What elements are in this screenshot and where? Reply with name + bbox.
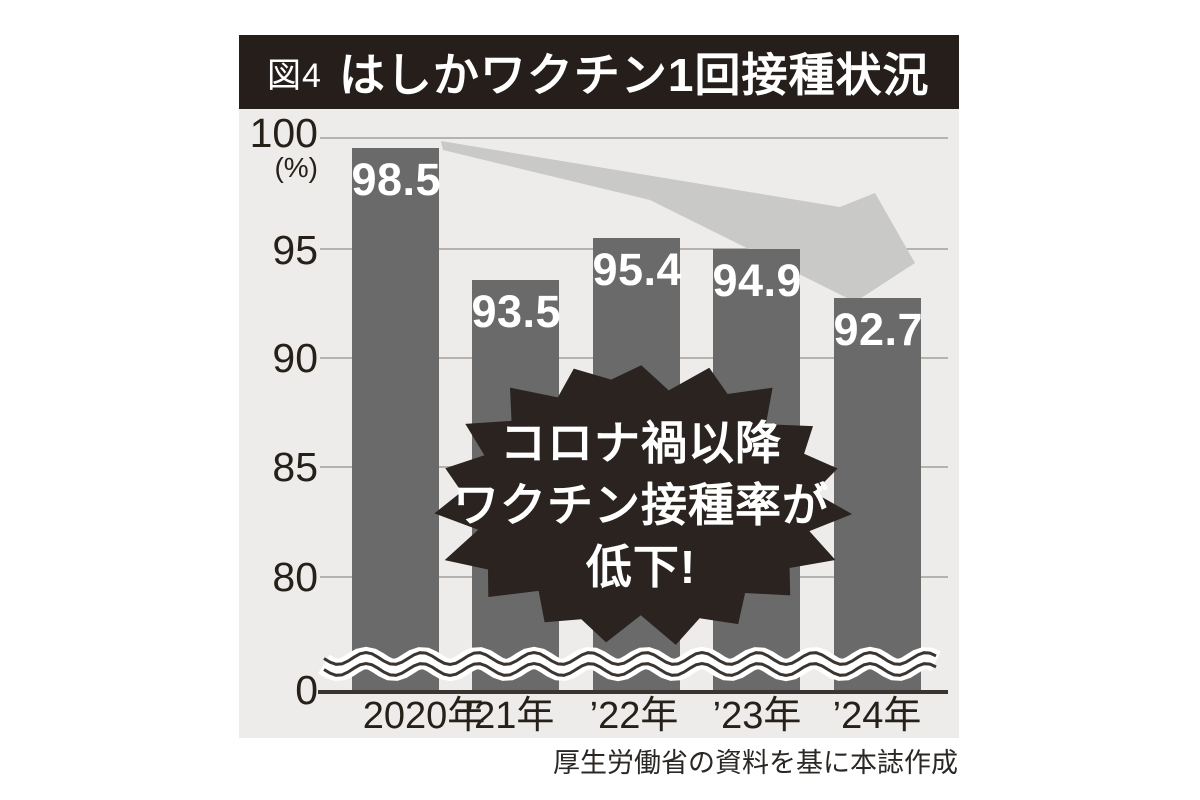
figure-number-label: 図4 bbox=[267, 56, 322, 95]
y-tick-85: 85 bbox=[272, 444, 318, 490]
figure-title: はしかワクチン1回接種状況 bbox=[338, 49, 930, 101]
gridline-100 bbox=[320, 137, 948, 139]
y-tick-80: 80 bbox=[272, 554, 318, 600]
bar-value-label: 94.9 bbox=[712, 255, 803, 307]
callout-line-3: 低下! bbox=[585, 541, 697, 593]
x-tick-2023: ’23年 bbox=[712, 695, 802, 737]
x-tick-2021: ’21年 bbox=[465, 695, 555, 737]
x-axis-line bbox=[318, 690, 948, 694]
bar-value-label: 98.5 bbox=[351, 154, 442, 205]
bar-value-label: 92.7 bbox=[833, 303, 924, 355]
callout-line-1: コロナ禍以降 bbox=[500, 417, 782, 469]
y-tick-100: 100 bbox=[249, 110, 318, 156]
bar-2020: 98.5 bbox=[351, 148, 442, 692]
x-tick-2020: 2020年 bbox=[362, 695, 486, 737]
x-tick-2024: ’24年 bbox=[832, 695, 922, 737]
y-tick-90: 90 bbox=[272, 335, 318, 381]
bar-value-label: 95.4 bbox=[592, 244, 683, 296]
bar-value-label: 93.5 bbox=[471, 286, 562, 338]
source-note: 厚生労働省の資料を基に本誌作成 bbox=[553, 748, 958, 778]
y-axis-unit-label: (%) bbox=[274, 152, 318, 183]
x-tick-2022: ’22年 bbox=[589, 695, 679, 737]
y-tick-95: 95 bbox=[272, 227, 318, 273]
callout-line-2: ワクチン接種率が bbox=[453, 479, 829, 531]
figure-title-bar: 図4 はしかワクチン1回接種状況 bbox=[239, 35, 959, 109]
y-tick-0: 0 bbox=[295, 667, 318, 713]
